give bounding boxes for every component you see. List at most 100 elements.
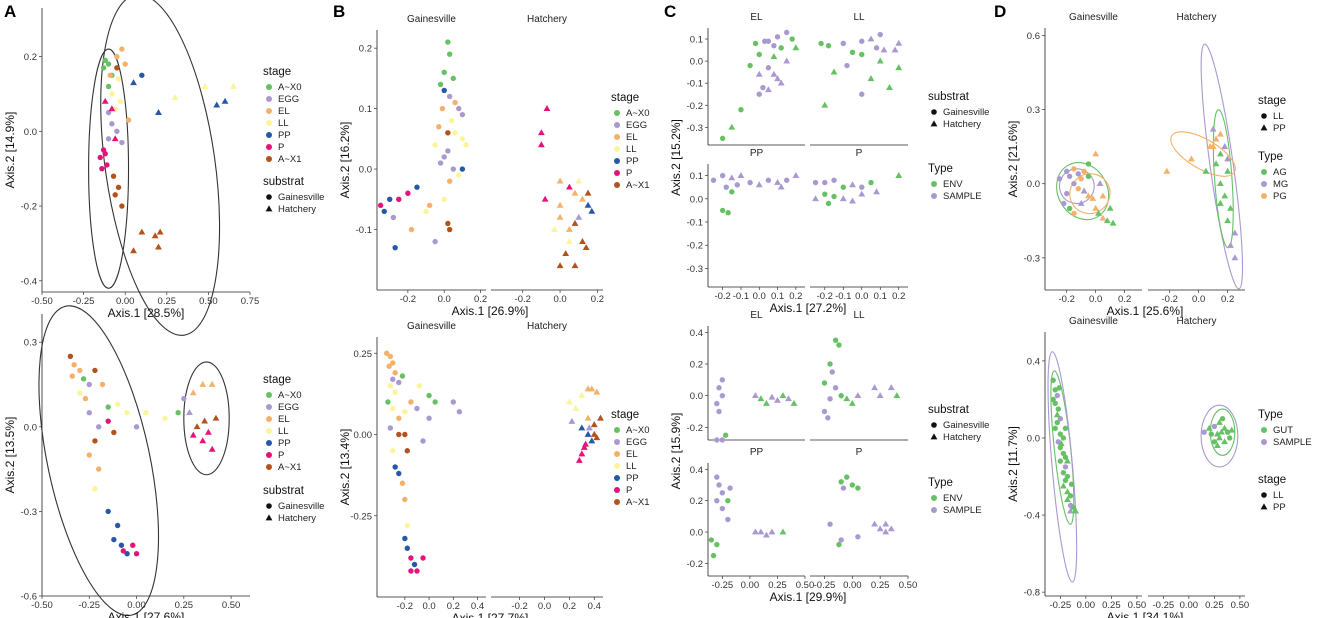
data-point-triangle — [204, 428, 212, 435]
data-point-triangle — [199, 437, 207, 444]
data-point-triangle — [193, 423, 201, 430]
data-point-circle — [426, 415, 432, 421]
data-point-triangle — [568, 417, 576, 424]
facet-strip-label: LL — [853, 310, 865, 321]
data-point-circle — [399, 373, 406, 379]
x-tick-label: 0.50 — [199, 296, 218, 307]
data-point-triangle — [774, 178, 781, 185]
legend-title: Type — [1258, 151, 1283, 163]
data-point-triangle — [1059, 482, 1067, 489]
legend-item-label: EGG — [278, 94, 299, 105]
legend-key-el — [266, 108, 272, 114]
y-tick-label: -0.3 — [21, 507, 37, 518]
facet-strip-label: EL — [750, 12, 763, 23]
data-point-triangle — [212, 414, 220, 421]
data-point-triangle — [755, 181, 763, 188]
data-point-circle — [392, 389, 398, 395]
data-point-triangle — [572, 404, 580, 411]
data-point-circle — [1057, 458, 1064, 464]
data-point-circle — [459, 111, 466, 118]
data-point-circle — [448, 117, 455, 124]
legend-key-p — [614, 170, 620, 176]
data-point-circle — [1066, 205, 1073, 212]
data-point-circle — [714, 400, 720, 407]
legend-item-label: PP — [1273, 123, 1286, 134]
legend-key-egg — [614, 439, 620, 445]
data-point-circle — [437, 81, 444, 88]
legend-key-circle — [266, 503, 272, 509]
legend-item-label: P — [278, 450, 284, 461]
data-point-triangle — [1209, 143, 1217, 149]
data-point-circle — [1064, 190, 1070, 197]
data-point-circle — [1085, 173, 1092, 180]
data-point-triangle — [541, 195, 549, 202]
legend-item-label: A~X1 — [278, 154, 302, 165]
data-point-circle — [765, 177, 772, 183]
data-point-circle — [396, 415, 402, 421]
data-point-triangle — [1216, 130, 1224, 137]
x-tick-label: 0.4 — [588, 601, 601, 612]
data-point-circle — [119, 139, 125, 146]
data-point-circle — [408, 399, 414, 405]
facet-C-bottom-3: P -0.25 0.00 0.25 0.50 — [810, 447, 917, 591]
data-point-circle — [1211, 439, 1218, 445]
x-tick-label: 0.0 — [753, 291, 766, 302]
data-point-triangle — [887, 384, 895, 391]
x-tick-label: 0.50 — [1231, 600, 1250, 611]
data-point-triangle — [584, 201, 592, 208]
data-point-circle — [722, 432, 729, 438]
data-point-circle — [1081, 168, 1087, 175]
data-point-circle — [1219, 416, 1226, 422]
data-point-triangle — [849, 197, 856, 204]
legend-item-label: SAMPLE — [1273, 437, 1312, 448]
data-point-circle — [719, 172, 726, 179]
data-point-triangle — [537, 129, 545, 136]
legend-item-label: A~X0 — [278, 390, 302, 401]
data-point-circle — [115, 184, 122, 191]
y-axis-title: Axis.2 [13.5%] — [3, 417, 17, 494]
data-point-circle — [818, 40, 824, 47]
data-point-triangle — [876, 57, 884, 64]
data-point-circle — [729, 189, 735, 195]
data-point-circle — [873, 45, 880, 51]
data-point-circle — [86, 410, 92, 416]
data-point-triangle — [751, 528, 759, 535]
data-point-circle — [117, 98, 123, 105]
legend-key-ax0 — [614, 427, 620, 433]
data-point-circle — [1071, 210, 1077, 217]
data-point-triangle — [1227, 204, 1234, 211]
y-tick-label: 0.0 — [690, 528, 703, 539]
data-point-circle — [840, 184, 846, 190]
data-point-triangle — [584, 414, 592, 421]
legend-item-label: Gainesville — [278, 501, 324, 512]
data-point-circle — [402, 409, 408, 415]
data-point-circle — [725, 497, 731, 504]
data-point-circle — [1067, 493, 1074, 499]
x-tick-label: 0.0 — [1192, 294, 1205, 305]
facet-strip-label: Gainesville — [407, 14, 456, 25]
data-point-triangle — [186, 409, 193, 416]
data-point-circle — [765, 65, 772, 71]
data-point-triangle — [1224, 167, 1232, 174]
data-point-circle — [445, 39, 451, 45]
data-point-circle — [762, 38, 768, 44]
facet-A-top-0: -0.50 -0.25 0.00 0.25 0.50 0.75 -0.4 -0.2 0.0 0.2 — [21, 0, 259, 336]
data-point-triangle — [575, 177, 583, 184]
data-point-circle — [110, 173, 117, 179]
data-point-circle — [829, 369, 835, 375]
legend-key-triangle — [930, 433, 938, 440]
x-tick-label: 0.2 — [1221, 294, 1234, 305]
data-point-circle — [390, 405, 396, 412]
y-axis-title: Axis.2 [14.9%] — [3, 112, 17, 189]
data-point-circle — [441, 154, 447, 160]
y-tick-label: 0.0 — [690, 391, 703, 402]
data-point-triangle — [229, 82, 237, 89]
data-point-circle — [402, 496, 408, 503]
y-tick-label: -0.2 — [687, 559, 703, 570]
y-tick-label: -0.6 — [21, 592, 37, 603]
data-point-triangle — [792, 44, 800, 51]
data-point-triangle — [1216, 434, 1223, 441]
data-point-circle — [1057, 431, 1064, 437]
data-point-triangle — [737, 172, 745, 178]
